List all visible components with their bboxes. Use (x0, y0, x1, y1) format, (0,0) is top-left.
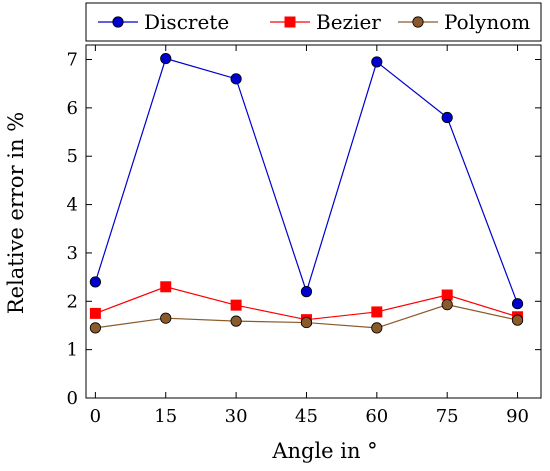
data-point-polynom (441, 299, 453, 311)
y-tick-label: 2 (67, 291, 78, 312)
x-axis-label: Angle in ° (271, 439, 377, 463)
data-point-polynom (230, 315, 242, 327)
data-point-discrete (441, 111, 453, 124)
data-point-discrete (89, 276, 101, 288)
y-tick-label: 7 (67, 50, 78, 71)
y-tick-label: 5 (67, 146, 78, 167)
x-tick-label: 45 (295, 406, 318, 427)
x-tick-label: 30 (225, 406, 248, 427)
data-point-polynom (300, 316, 313, 329)
y-tick-label: 0 (67, 388, 78, 409)
legend-label-bezier: Bezier (316, 10, 381, 34)
plot-frame (85, 44, 542, 399)
series-line-discrete (94, 57, 519, 304)
data-point-polynom (511, 314, 524, 326)
data-point-polynom (89, 322, 101, 334)
legend-marker-discrete (112, 16, 124, 28)
series-markers (89, 52, 524, 334)
legend-box (85, 2, 542, 42)
y-tick-label: 1 (67, 340, 78, 361)
x-tick-label: 90 (506, 406, 529, 427)
x-tick-label: 15 (154, 406, 177, 427)
x-tick-label: 0 (90, 406, 101, 427)
y-tick-label: 3 (67, 243, 78, 264)
y-axis-label: Relative error in % (4, 112, 28, 314)
legend: Discrete Bezier Polynom (85, 2, 542, 42)
y-tick-label: 6 (67, 98, 78, 119)
data-point-bezier (160, 281, 172, 293)
data-point-polynom (371, 322, 383, 334)
legend-marker-bezier (284, 16, 296, 28)
legend-label-discrete: Discrete (144, 10, 229, 34)
data-point-bezier (371, 306, 383, 318)
y-tick-label: 4 (67, 195, 78, 216)
data-point-discrete (160, 52, 172, 65)
data-point-bezier (230, 299, 242, 311)
data-point-discrete (300, 286, 313, 298)
legend-marker-polynom (412, 16, 424, 28)
data-point-discrete (371, 56, 383, 68)
x-tick-label: 75 (436, 406, 459, 427)
data-point-discrete (511, 298, 524, 310)
data-point-polynom (160, 312, 172, 324)
plot-border (85, 44, 542, 399)
data-point-bezier (89, 307, 101, 319)
data-point-bezier (441, 289, 453, 301)
data-point-discrete (230, 73, 242, 85)
x-tick-label: 60 (365, 406, 388, 427)
legend-label-polynom: Polynom (444, 10, 530, 34)
